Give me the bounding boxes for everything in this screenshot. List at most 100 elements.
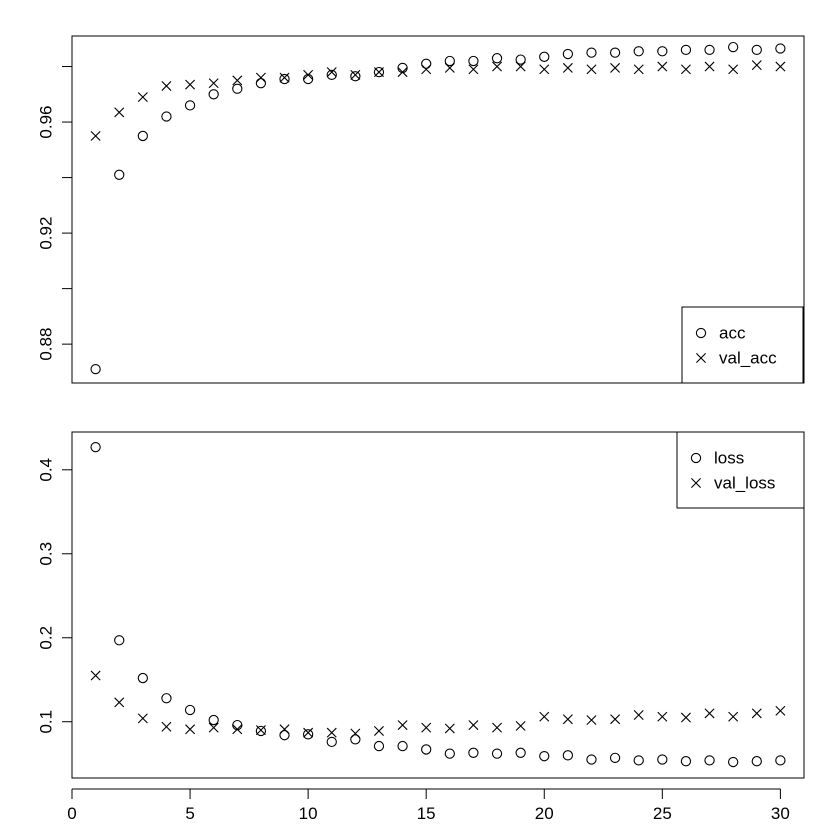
data-point-val_loss	[90, 670, 101, 681]
legend-marker-acc	[695, 327, 707, 339]
data-point-val_acc	[185, 79, 196, 90]
data-point-loss	[491, 748, 503, 759]
data-point-loss	[586, 754, 597, 765]
data-point-val_loss	[114, 697, 125, 708]
data-point-val_loss	[704, 708, 715, 719]
y-tick-label: 0.1	[37, 710, 56, 734]
data-point-acc	[114, 169, 125, 180]
data-point-loss	[90, 441, 101, 453]
data-point-loss	[609, 752, 621, 763]
data-point-acc	[657, 46, 668, 57]
legend-marker-val_acc	[696, 353, 706, 363]
data-point-val_acc	[397, 67, 408, 78]
data-point-acc	[562, 48, 574, 60]
data-point-val_loss	[562, 714, 573, 725]
data-point-acc	[444, 55, 455, 67]
data-point-val_acc	[562, 62, 573, 73]
data-point-acc	[728, 41, 739, 53]
data-point-val_acc	[586, 64, 597, 75]
data-point-val_loss	[680, 712, 691, 723]
data-point-val_acc	[161, 80, 172, 91]
data-point-val_loss	[492, 722, 503, 733]
data-point-val_loss	[303, 727, 314, 738]
data-point-val_loss	[137, 713, 148, 724]
data-point-acc	[279, 73, 290, 85]
data-point-loss	[515, 747, 526, 758]
data-point-val_acc	[444, 62, 455, 73]
y-tick-label: 0.92	[37, 217, 56, 250]
data-point-val_acc	[255, 72, 266, 83]
data-point-val_acc	[303, 69, 314, 80]
data-point-acc	[350, 71, 361, 82]
data-point-val_acc	[90, 130, 101, 141]
data-point-val_acc	[610, 62, 621, 73]
data-point-val_acc	[137, 92, 148, 103]
data-point-loss	[326, 736, 337, 748]
data-point-acc	[90, 363, 101, 375]
data-point-acc	[373, 66, 385, 78]
data-point-val_loss	[326, 727, 337, 738]
legend-label-val_acc: val_acc	[719, 349, 777, 368]
data-point-val_acc	[633, 64, 644, 75]
data-point-val_loss	[633, 710, 644, 721]
data-point-val_acc	[421, 64, 432, 75]
data-point-acc	[421, 58, 432, 69]
data-point-val_loss	[468, 720, 479, 731]
x-tick-label: 0	[67, 804, 76, 823]
data-point-loss	[728, 756, 739, 768]
series-val_acc	[90, 60, 786, 141]
legend-marker-loss	[690, 452, 702, 464]
legend-label-loss: loss	[714, 449, 744, 468]
data-point-loss	[421, 744, 432, 755]
data-point-val_acc	[468, 64, 479, 75]
data-point-val_loss	[610, 714, 621, 725]
data-point-val_loss	[515, 720, 526, 731]
data-point-val_acc	[114, 107, 125, 118]
data-point-loss	[184, 704, 196, 716]
data-point-val_acc	[657, 61, 668, 72]
y-tick-label: 0.88	[37, 328, 56, 361]
data-point-loss	[350, 734, 361, 745]
data-point-val_loss	[350, 728, 361, 739]
data-point-acc	[184, 100, 196, 111]
data-point-val_acc	[539, 64, 550, 75]
data-point-acc	[326, 69, 337, 81]
data-point-acc	[704, 44, 715, 56]
data-point-val_acc	[775, 61, 786, 72]
data-point-acc	[775, 43, 786, 54]
data-point-val_acc	[751, 60, 762, 71]
data-point-val_loss	[185, 724, 196, 735]
data-point-val_loss	[161, 721, 172, 732]
data-point-loss	[373, 740, 385, 752]
data-point-val_acc	[350, 69, 361, 80]
data-point-loss	[657, 754, 668, 765]
data-point-acc	[302, 73, 314, 85]
data-point-acc	[468, 55, 479, 67]
data-point-loss	[397, 740, 408, 752]
data-point-loss	[279, 730, 290, 741]
x-tick-label: 20	[535, 804, 554, 823]
data-point-val_acc	[680, 64, 691, 75]
plot-frame	[71, 35, 805, 384]
data-point-loss	[444, 748, 455, 759]
data-point-val_loss	[657, 711, 668, 722]
data-point-val_loss	[444, 723, 455, 734]
data-point-val_loss	[421, 722, 432, 733]
series-acc	[90, 41, 786, 375]
data-point-loss	[468, 747, 479, 758]
data-point-loss	[255, 725, 267, 737]
series-val_loss	[90, 670, 786, 739]
data-point-acc	[397, 62, 408, 74]
data-point-val_acc	[326, 67, 337, 78]
data-point-acc	[515, 54, 526, 65]
x-tick-label: 5	[185, 804, 194, 823]
data-point-loss	[114, 635, 125, 646]
x-tick-label: 30	[771, 804, 790, 823]
data-point-acc	[751, 44, 762, 56]
x-tick-label: 15	[417, 804, 436, 823]
data-point-val_loss	[232, 724, 243, 735]
data-point-val_loss	[397, 720, 408, 731]
data-point-val_acc	[232, 75, 243, 86]
data-point-val_acc	[728, 64, 739, 75]
plot-frame	[71, 431, 805, 779]
